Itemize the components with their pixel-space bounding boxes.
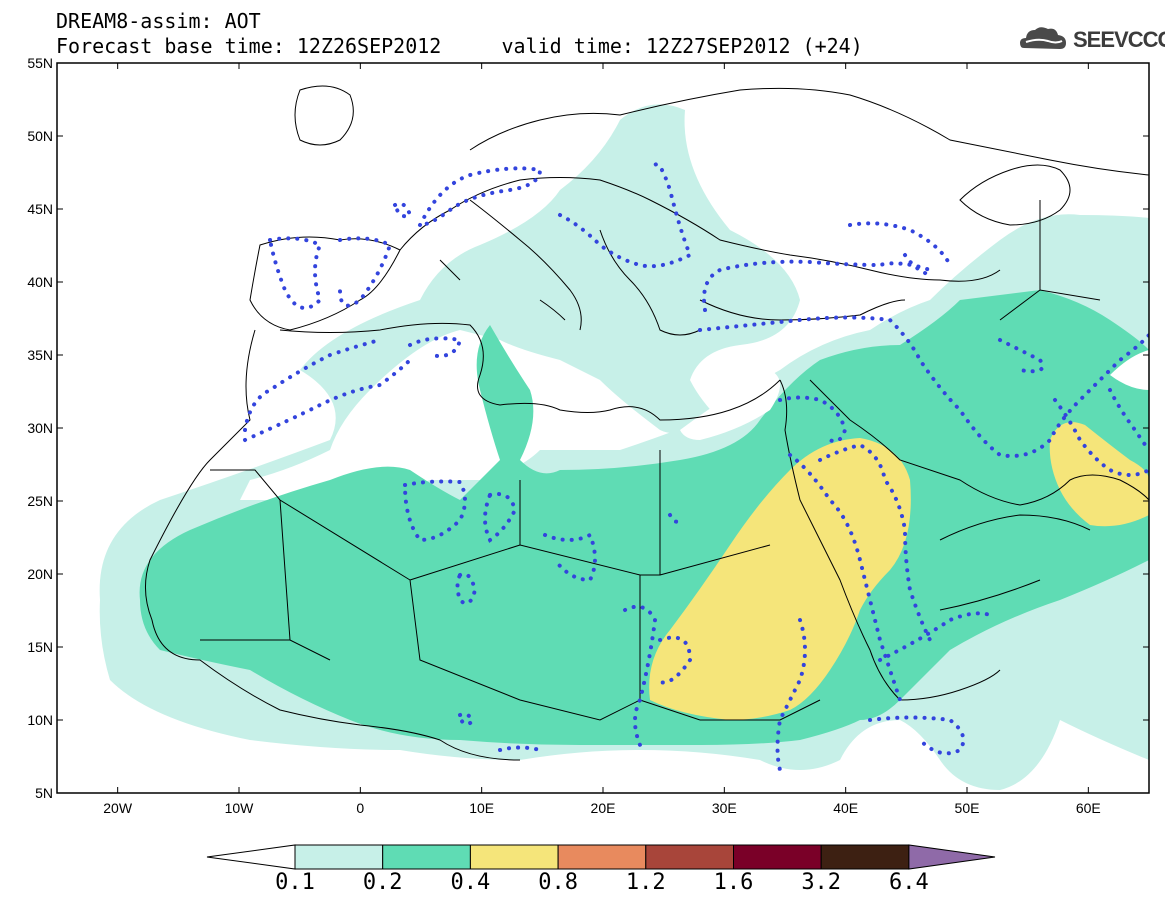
lon-tick-label: 20W xyxy=(103,800,133,816)
colorbar-label: 3.2 xyxy=(801,870,842,895)
lat-tick-label: 30N xyxy=(27,420,53,436)
aot-region-high xyxy=(649,438,911,720)
lon-tick-label: 10W xyxy=(225,800,255,816)
colorbar-label: 0.2 xyxy=(362,870,403,895)
lon-labels: 20W 10W 0 10E 20E 30E 40E 50E 60E xyxy=(103,800,1101,816)
lat-tick-label: 20N xyxy=(27,566,53,582)
lon-tick-label: 40E xyxy=(833,800,858,816)
colorbar-label: 0.4 xyxy=(450,870,491,895)
lat-tick-label: 15N xyxy=(27,639,53,655)
colorbar-over-triangle xyxy=(908,844,996,870)
colorbar xyxy=(206,844,996,870)
lat-tick-label: 5N xyxy=(35,785,53,801)
lon-tick-label: 30E xyxy=(712,800,737,816)
lon-tick-label: 20E xyxy=(591,800,616,816)
lon-tick-label: 50E xyxy=(955,800,980,816)
lat-tick-label: 40N xyxy=(27,274,53,290)
colorbar-label: 1.2 xyxy=(625,870,666,895)
logo-text: SEEVCCC xyxy=(1073,27,1165,52)
colorbar-bin xyxy=(645,844,734,870)
colorbar-label: 0.1 xyxy=(275,870,315,895)
lat-tick-label: 50N xyxy=(27,128,53,144)
colorbar-bin xyxy=(469,844,559,870)
aot-region-high-gulf xyxy=(1049,422,1149,527)
colorbar-label: 6.4 xyxy=(889,870,929,895)
colorbar-bin xyxy=(820,844,910,870)
colorbar-bin xyxy=(382,844,471,870)
aot-contour-lines xyxy=(243,162,1149,772)
chart-subtitle: Forecast base time: 12Z26SEP2012 valid t… xyxy=(56,34,863,58)
cloud-logo-icon xyxy=(1020,27,1066,49)
lat-tick-label: 55N xyxy=(27,55,53,71)
lon-tick-label: 60E xyxy=(1076,800,1101,816)
tick-marks xyxy=(57,62,1149,794)
colorbar-label: 0.8 xyxy=(538,870,578,895)
lat-labels: 5N 10N 15N 20N 25N 30N 35N 40N 45N 50N 55N xyxy=(27,55,53,801)
coastlines xyxy=(145,85,1149,761)
aot-region-mid xyxy=(139,290,1149,746)
chart-title: DREAM8-assim: AOT xyxy=(56,9,261,33)
lon-tick-label: 0 xyxy=(356,800,364,816)
colorbar-label: 1.6 xyxy=(713,870,754,895)
colorbar-bin xyxy=(733,844,822,870)
colorbar-bin xyxy=(294,844,384,870)
lat-tick-label: 35N xyxy=(27,347,53,363)
lat-tick-label: 25N xyxy=(27,493,53,509)
colorbar-under-triangle xyxy=(206,844,296,870)
lon-tick-label: 10E xyxy=(469,800,494,816)
lat-tick-label: 10N xyxy=(27,712,53,728)
colorbar-bin xyxy=(557,844,647,870)
lat-tick-label: 45N xyxy=(27,201,53,217)
